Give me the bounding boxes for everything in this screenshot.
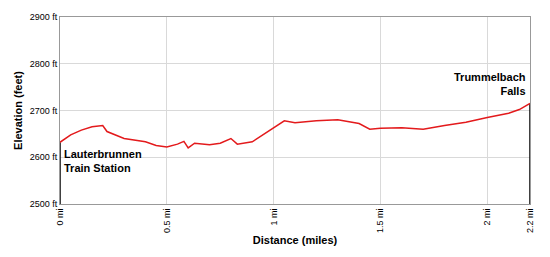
svg-text:1.5 mi: 1.5 mi	[375, 209, 385, 234]
svg-text:2700 ft: 2700 ft	[30, 106, 58, 116]
svg-text:2500 ft: 2500 ft	[30, 199, 58, 209]
svg-text:TrummelbachFalls: TrummelbachFalls	[454, 71, 526, 97]
svg-text:0 mi: 0 mi	[55, 209, 65, 226]
svg-text:Elevation (feet): Elevation (feet)	[12, 71, 24, 150]
svg-text:2800 ft: 2800 ft	[30, 59, 58, 69]
svg-text:LauterbrunnenTrain Station: LauterbrunnenTrain Station	[64, 148, 142, 174]
svg-text:1 mi: 1 mi	[269, 209, 279, 226]
svg-text:0.5 mi: 0.5 mi	[162, 209, 172, 234]
svg-text:Distance (miles): Distance (miles)	[253, 234, 338, 246]
svg-text:2.2 mi: 2.2 mi	[525, 209, 535, 234]
svg-text:2600 ft: 2600 ft	[30, 152, 58, 162]
svg-text:2 mi: 2 mi	[482, 209, 492, 226]
svg-text:2900 ft: 2900 ft	[30, 12, 58, 22]
